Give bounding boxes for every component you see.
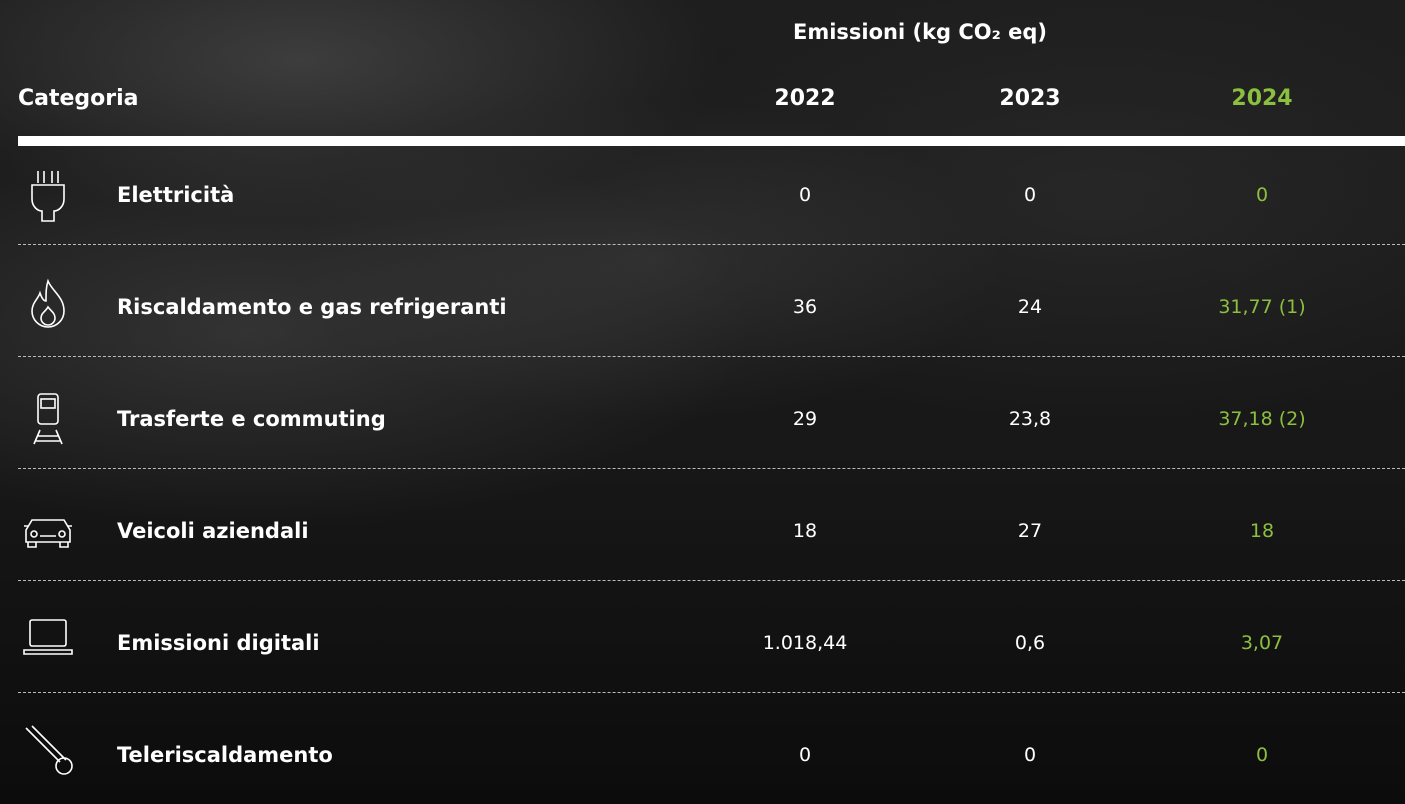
value-cell: 36 [792,296,818,318]
row-divider [18,468,1405,469]
value-cell: 37,18 (2) [1218,408,1306,430]
row-divider [18,580,1405,581]
row-divider [18,244,1405,245]
value-cell: 0 [798,184,812,206]
value-cell: 0 [1023,184,1037,206]
value-cell: 1.018,44 [762,632,848,654]
category-label: Emissioni digitali [117,631,320,655]
value-cell: 0 [798,744,812,766]
icon-laptop [23,619,73,655]
category-label: Veicoli aziendali [117,519,309,543]
value-cell: 0,6 [1014,632,1046,654]
category-header: Categoria [18,86,139,111]
value-cell: 23,8 [1008,408,1052,430]
value-cell: 27 [1017,520,1043,542]
value-cell: 0 [1255,184,1269,206]
year-header: 2022 [774,86,836,111]
icon-train [33,393,63,445]
category-label: Teleriscaldamento [117,743,333,767]
icon-thermometer [25,725,73,775]
icon-car [24,519,72,548]
value-cell: 29 [792,408,818,430]
value-cell: 18 [1249,520,1275,542]
value-cell: 31,77 (1) [1218,296,1306,318]
row-divider [18,692,1405,693]
year-header: 2024 [1231,86,1293,111]
year-header: 2023 [999,86,1061,111]
value-cell: 0 [1255,744,1269,766]
value-cell: 24 [1017,296,1043,318]
table-title: Emissioni (kg CO₂ eq) [792,20,1048,44]
category-label: Trasferte e commuting [117,407,386,431]
value-cell: 3,07 [1240,632,1284,654]
value-cell: 0 [1023,744,1037,766]
value-cell: 18 [792,520,818,542]
icon-flame [31,278,65,328]
category-label: Riscaldamento e gas refrigeranti [117,295,507,319]
header-rule [18,136,1405,146]
category-label: Elettricità [117,183,235,207]
row-divider [18,356,1405,357]
icon-plug [31,171,65,222]
